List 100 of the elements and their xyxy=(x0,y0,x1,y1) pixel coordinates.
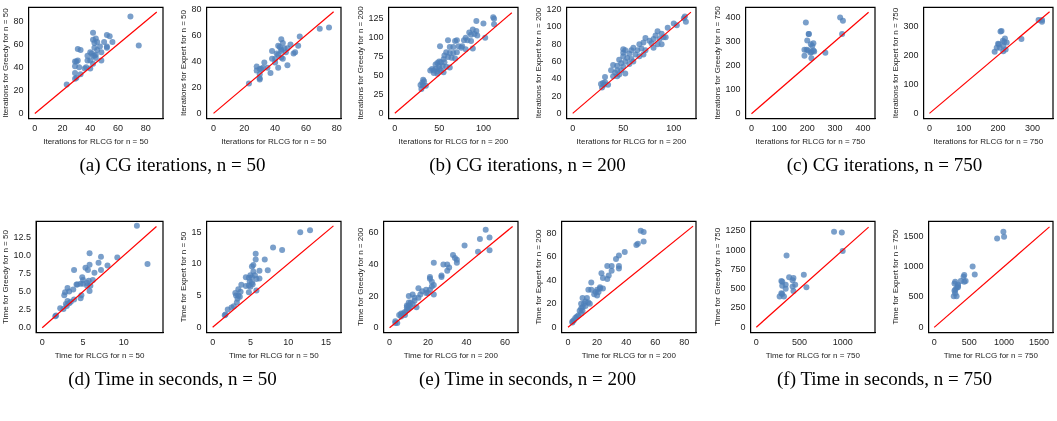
y-tick-label: 0 xyxy=(196,321,202,332)
x-tick-label: 0 xyxy=(211,123,217,134)
x-tick-label: 40 xyxy=(461,337,472,348)
x-tick-label: 300 xyxy=(827,123,843,134)
x-tick-label: 0 xyxy=(753,337,759,348)
y-axis-title: Time for Expert for n = 200 xyxy=(534,228,543,325)
x-tick-label: 0 xyxy=(39,337,45,348)
y-tick-label: 60 xyxy=(551,55,562,66)
y-tick-label: 10 xyxy=(191,258,202,269)
x-tick-label: 5 xyxy=(247,337,253,348)
x-tick-label: 0 xyxy=(392,123,398,134)
y-tick-label: 1250 xyxy=(725,225,746,236)
x-axis-title: Time for RLCG for n = 200 xyxy=(403,351,499,361)
y-tick-label: 40 xyxy=(191,55,202,66)
y-tick-label: 0.0 xyxy=(18,322,32,333)
y-tick-label: 400 xyxy=(725,11,741,22)
x-tick-label: 1500 xyxy=(1029,337,1050,348)
x-tick-label: 60 xyxy=(300,123,311,134)
x-tick-label: 60 xyxy=(499,337,510,348)
y-tick-label: 20 xyxy=(13,84,24,95)
y-tick-label: 80 xyxy=(551,38,562,49)
y-tick-label: 20 xyxy=(546,298,557,309)
y-tick-label: 300 xyxy=(725,35,741,46)
x-tick-label: 1000 xyxy=(994,337,1015,348)
y-tick-label: 200 xyxy=(903,49,919,60)
x-tick-label: 20 xyxy=(57,123,68,134)
y-tick-label: 10.0 xyxy=(13,249,32,260)
y-tick-label: 100 xyxy=(368,31,384,42)
y-tick-label: 15 xyxy=(191,226,202,237)
x-axis-title: Iterations for RLCG for n = 200 xyxy=(398,137,509,147)
x-tick-label: 200 xyxy=(990,123,1006,134)
y-tick-label: 0 xyxy=(373,322,379,333)
x-tick-label: 1000 xyxy=(832,337,853,348)
x-axis-title: Iterations for RLCG for n = 50 xyxy=(43,137,149,147)
x-tick-label: 500 xyxy=(961,337,977,348)
x-tick-label: 5 xyxy=(80,337,86,348)
y-tick-label: 60 xyxy=(368,227,379,238)
y-tick-label: 0 xyxy=(735,108,741,119)
y-axis-title: Iterations for Expert for n = 50 xyxy=(179,9,188,117)
x-tick-label: 10 xyxy=(118,337,129,348)
y-tick-label: 2.5 xyxy=(18,304,32,315)
y-tick-label: 0 xyxy=(18,107,24,118)
y-tick-label: 1500 xyxy=(903,230,924,241)
y-tick-label: 40 xyxy=(13,61,24,72)
text: (d) Time in seconds, n = 50 xyxy=(67,368,278,390)
x-axis-title: Time for RLCG for n = 750 xyxy=(943,351,1039,361)
x-tick-label: 0 xyxy=(748,123,754,134)
y-tick-label: 0 xyxy=(918,321,924,332)
y-tick-label: 25 xyxy=(373,88,384,99)
x-tick-label: 20 xyxy=(423,337,434,348)
x-tick-label: 50 xyxy=(434,123,445,134)
x-tick-label: 0 xyxy=(926,123,932,134)
y-tick-label: 0 xyxy=(196,107,202,118)
y-tick-label: 40 xyxy=(551,73,562,84)
y-axis-title: Iterations for Greedy for n = 50 xyxy=(1,7,10,118)
y-tick-label: 0 xyxy=(556,107,562,118)
y-tick-label: 100 xyxy=(725,84,741,95)
y-tick-label: 200 xyxy=(725,59,741,70)
x-tick-label: 40 xyxy=(621,337,632,348)
text: (a) CG iterations, n = 50 xyxy=(78,154,267,176)
y-axis-title: Time for Expert for n = 750 xyxy=(891,228,900,325)
y-tick-label: 300 xyxy=(903,20,919,31)
y-axis-title: Iterations for Expert for n = 750 xyxy=(891,7,900,119)
y-tick-label: 60 xyxy=(191,29,202,40)
y-tick-label: 75 xyxy=(373,50,384,61)
y-tick-label: 120 xyxy=(546,4,562,15)
y-axis-title: Time for Greedy for n = 200 xyxy=(356,227,365,327)
y-tick-label: 20 xyxy=(368,290,379,301)
y-tick-label: 5.0 xyxy=(18,286,32,297)
x-tick-label: 20 xyxy=(592,337,603,348)
x-tick-label: 0 xyxy=(210,337,216,348)
y-tick-label: 100 xyxy=(903,78,919,89)
y-tick-label: 20 xyxy=(191,81,202,92)
y-tick-label: 0 xyxy=(378,107,384,118)
x-tick-label: 0 xyxy=(931,337,937,348)
x-tick-label: 200 xyxy=(799,123,815,134)
y-tick-label: 1000 xyxy=(903,260,924,271)
x-tick-label: 400 xyxy=(855,123,871,134)
y-tick-label: 125 xyxy=(368,12,384,23)
x-tick-label: 500 xyxy=(791,337,808,348)
y-tick-label: 40 xyxy=(368,258,379,269)
x-tick-label: 300 xyxy=(1024,123,1040,134)
y-tick-label: 0 xyxy=(913,107,919,118)
x-tick-label: 15 xyxy=(320,337,331,348)
y-tick-label: 5 xyxy=(196,290,202,301)
x-tick-label: 80 xyxy=(140,123,151,134)
y-tick-label: 100 xyxy=(546,21,562,32)
y-tick-label: 12.5 xyxy=(13,231,32,242)
x-tick-label: 100 xyxy=(771,123,787,134)
x-tick-label: 100 xyxy=(475,123,491,134)
y-axis-title: Iterations for Greedy for n = 750 xyxy=(713,5,722,120)
y-tick-label: 500 xyxy=(730,283,746,294)
x-axis-title: Iterations for RLCG for n = 200 xyxy=(576,137,687,147)
x-tick-label: 80 xyxy=(331,123,342,134)
y-tick-label: 0 xyxy=(551,321,557,332)
x-axis-title: Time for RLCG for n = 50 xyxy=(228,351,320,361)
y-tick-label: 40 xyxy=(546,274,557,285)
y-tick-label: 20 xyxy=(551,90,562,101)
y-axis-title: Iterations for Greedy for n = 200 xyxy=(356,5,365,120)
x-axis-title: Iterations for RLCG for n = 750 xyxy=(755,137,866,147)
